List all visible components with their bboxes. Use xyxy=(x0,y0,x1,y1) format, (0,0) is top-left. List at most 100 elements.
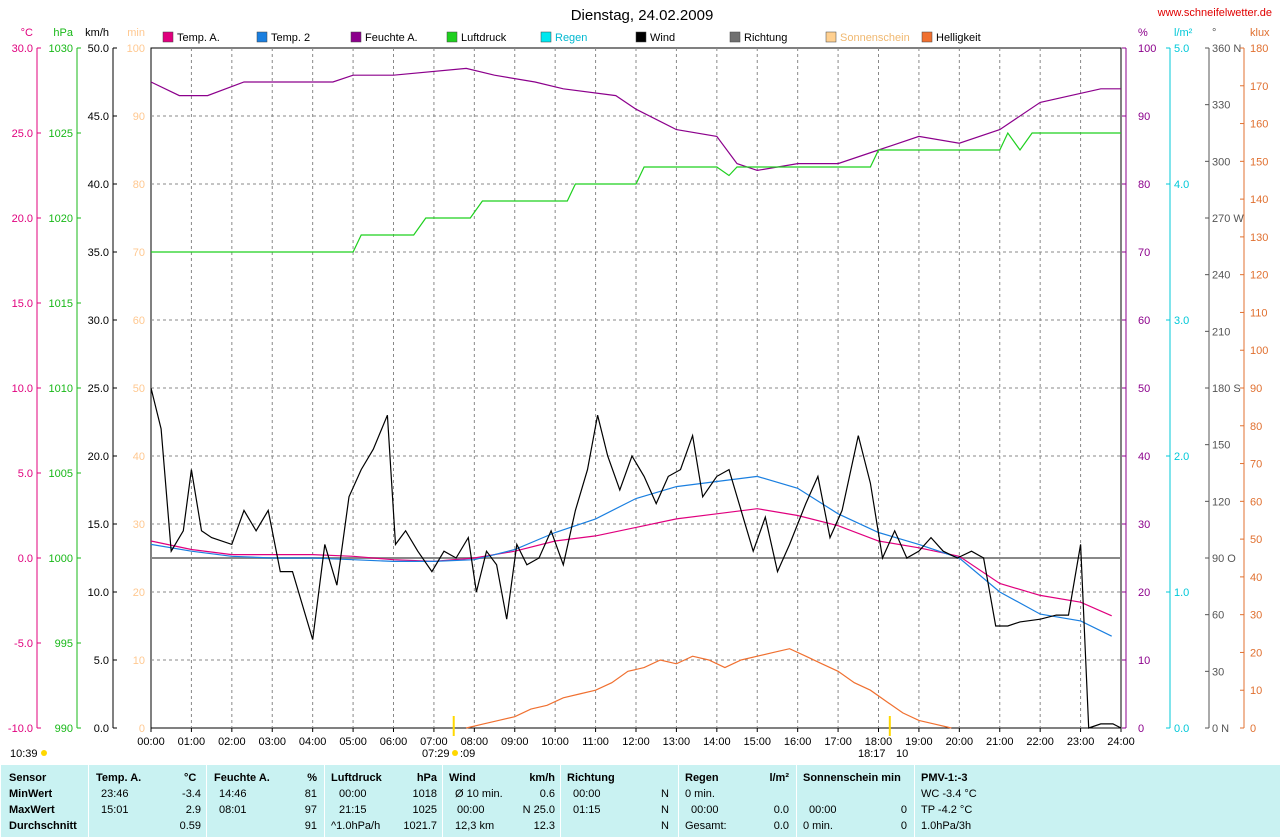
stats-richtung-title: Richtung xyxy=(567,772,615,784)
grid xyxy=(150,47,1122,729)
stats-wind-dist: 12,3 km xyxy=(455,820,495,832)
stats-richtung-min-val: N xyxy=(661,788,669,800)
stats-wind-title: Wind xyxy=(449,772,476,784)
kmh-tick-label: 25.0 xyxy=(88,383,109,395)
stats-richtung: Richtung 00:00 N 01:15 N N xyxy=(560,765,679,837)
kmh-tick-label: 35.0 xyxy=(88,247,109,259)
legend-swatch xyxy=(256,31,268,43)
pct-tick-label: 20 xyxy=(1138,587,1150,599)
legend-item: Temp. A. xyxy=(162,31,220,44)
hpa-tick-label: 1030 xyxy=(49,43,73,55)
stats-temp-min-time: 23:46 xyxy=(101,788,129,800)
stats-sonne-title: Sonnenschein min xyxy=(803,772,901,784)
stats-regen-unit: l/m² xyxy=(769,772,789,784)
x-tick-label: 07:00 xyxy=(420,736,448,748)
pct-tick-label: 0 xyxy=(1138,723,1144,735)
x-tick-label: 21:00 xyxy=(986,736,1014,748)
stats-sonne-max-time: 00:00 xyxy=(809,804,837,816)
stats-wind-min-time: Ø 10 min. xyxy=(455,788,503,800)
x-tick-label: 19:00 xyxy=(905,736,933,748)
klux-tick-label: 30 xyxy=(1250,610,1262,622)
klux-tick-label: 50 xyxy=(1250,534,1262,546)
annot-sunset: 18:17 xyxy=(858,748,886,760)
stats-row-max: MaxWert xyxy=(9,804,55,816)
x-tick-label: 12:00 xyxy=(622,736,650,748)
stats-luftdruck-title: Luftdruck xyxy=(331,772,382,784)
temp-tick-label: 30.0 xyxy=(12,43,33,55)
deg-axis-title: ° xyxy=(1212,27,1216,39)
series-luftdruck xyxy=(151,131,1121,253)
hpa-tick-label: 995 xyxy=(55,638,73,650)
stats-row-min: MinWert xyxy=(9,788,53,800)
legend-swatch xyxy=(635,31,647,43)
legend-swatch xyxy=(540,31,552,43)
stats-temp-max-time: 15:01 xyxy=(101,804,129,816)
deg-tick-label: 240 xyxy=(1212,270,1230,282)
min-tick-label: 30 xyxy=(133,519,145,531)
temp-tick-label: 5.0 xyxy=(18,468,33,480)
legend-swatch xyxy=(446,31,458,43)
klux-tick-label: 100 xyxy=(1250,345,1268,357)
hpa-tick-label: 1000 xyxy=(49,553,73,565)
deg-tick-label: 300 xyxy=(1212,156,1230,168)
hpa-tick-label: 1010 xyxy=(49,383,73,395)
deg-tick-label: 150 xyxy=(1212,440,1230,452)
stats-pmv: PMV-1:-3 WC -3.4 °C TP -4.2 °C 1.0hPa/3h xyxy=(914,765,1280,837)
legend-item: Temp. 2 xyxy=(256,31,310,44)
series-helligkeit xyxy=(466,648,952,729)
legend-label: Wind xyxy=(650,32,675,44)
temp-tick-label: 15.0 xyxy=(12,298,33,310)
legend-label: Sonnenschein xyxy=(840,32,910,44)
min-tick-label: 90 xyxy=(133,111,145,123)
legend-item: Luftdruck xyxy=(446,31,507,44)
legend-label: Feuchte A. xyxy=(365,32,418,44)
stats-luftdruck-max-val: 1025 xyxy=(412,804,437,816)
series-feuchte-a xyxy=(150,67,1121,172)
stats-sensor: Sensor MinWert MaxWert Durchschnitt xyxy=(0,765,89,837)
stats-temp-unit: °C xyxy=(184,772,197,784)
stats-richtung-max-val: N xyxy=(661,804,669,816)
min-tick-label: 10 xyxy=(133,655,145,667)
sun-icon xyxy=(41,750,47,756)
stats-regen-total-label: Gesamt: xyxy=(685,820,727,832)
temp-tick-label: -5.0 xyxy=(14,638,33,650)
legend: Temp. A. Temp. 2 Feuchte A. Luftdruck Regen W… xyxy=(162,31,981,44)
stats-feuchte-min-time: 14:46 xyxy=(219,788,247,800)
x-tick-label: 09:00 xyxy=(501,736,529,748)
klux-tick-label: 40 xyxy=(1250,572,1262,584)
stats-wind-min-val: 0.6 xyxy=(539,788,555,800)
deg-tick-label: 360 N xyxy=(1212,43,1241,55)
stats-regen-min-time: 0 min. xyxy=(685,788,715,800)
x-tick-label: 24:00 xyxy=(1107,736,1135,748)
hpa-tick-label: 990 xyxy=(55,723,73,735)
klux-tick-label: 160 xyxy=(1250,119,1268,131)
pct-tick-label: 10 xyxy=(1138,655,1150,667)
stats-feuchte-min-val: 81 xyxy=(304,788,317,800)
stats-richtung-min-time: 00:00 xyxy=(573,788,601,800)
klux-tick-label: 70 xyxy=(1250,459,1262,471)
klux-tick-label: 10 xyxy=(1250,685,1262,697)
pct-tick-label: 30 xyxy=(1138,519,1150,531)
min-tick-label: 80 xyxy=(133,179,145,191)
x-tick-label: 16:00 xyxy=(784,736,812,748)
lm2-tick-label: 1.0 xyxy=(1174,587,1189,599)
x-tick-label: 22:00 xyxy=(1026,736,1054,748)
klux-tick-label: 180 xyxy=(1250,43,1268,55)
legend-item: Wind xyxy=(635,31,675,44)
temp-tick-label: 20.0 xyxy=(12,213,33,225)
stats-feuchte-avg-val: 91 xyxy=(304,820,317,832)
kmh-tick-label: 5.0 xyxy=(94,655,109,667)
min-tick-label: 70 xyxy=(133,247,145,259)
stats-sensor-title: Sensor xyxy=(9,772,47,784)
annot-rise-left: 10:39 xyxy=(10,748,38,760)
min-tick-label: 100 xyxy=(127,43,145,55)
x-tick-label: 18:00 xyxy=(865,736,893,748)
min-axis-title: min xyxy=(127,27,145,39)
kmh-axis-title: km/h xyxy=(85,27,109,39)
x-tick-label: 04:00 xyxy=(299,736,327,748)
stats-luftdruck-min-time: 00:00 xyxy=(339,788,367,800)
klux-axis-title: klux xyxy=(1250,27,1270,39)
stats-regen-max-val: 0.0 xyxy=(773,804,789,816)
stats-feuchte-title: Feuchte A. xyxy=(214,772,270,784)
deg-tick-label: 90 O xyxy=(1212,553,1236,565)
